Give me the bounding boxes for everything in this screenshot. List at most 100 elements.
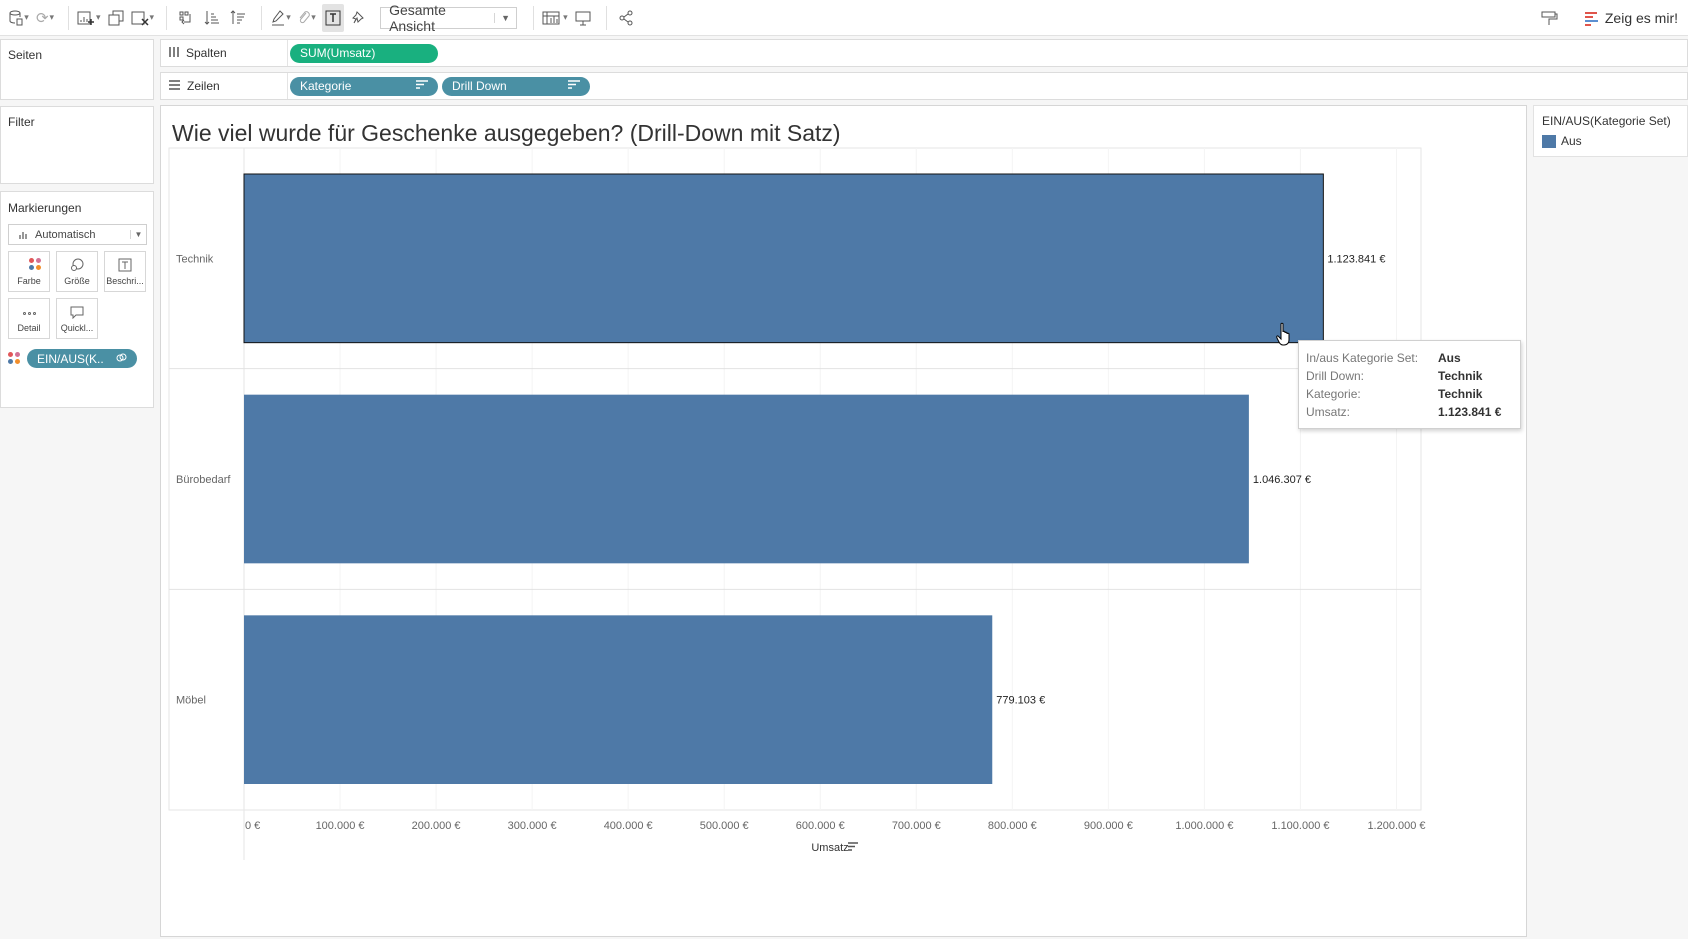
- duplicate-sheet-icon[interactable]: [105, 4, 127, 32]
- show-mark-labels-icon[interactable]: [322, 3, 345, 32]
- drill-down-pill-label: Drill Down: [452, 79, 507, 93]
- bar-value-label: 1.123.841 €: [1327, 253, 1385, 265]
- chevron-down-icon: ▼: [494, 12, 510, 23]
- tooltip-row: Umsatz: 1.123.841 €: [1306, 403, 1513, 421]
- sum-umsatz-pill[interactable]: SUM(Umsatz): [290, 43, 438, 63]
- x-tick-label: 700.000 €: [892, 820, 941, 832]
- bar-chart-icon: [19, 232, 27, 239]
- tooltip-key: Umsatz:: [1306, 405, 1351, 419]
- toolbar: ▾ ⟳ ▾ ▾ ▾ ▾ ▾: [0, 0, 1688, 36]
- x-tick-label: 300.000 €: [508, 820, 557, 832]
- show-me-button[interactable]: Zeig es mir!: [1584, 10, 1678, 26]
- show-me-icon: [1584, 11, 1599, 26]
- text-label-icon: [118, 258, 132, 276]
- clear-sheet-icon[interactable]: ▾: [131, 4, 154, 32]
- format-painter-icon[interactable]: [1539, 4, 1561, 32]
- rows-shelf-label: Zeilen: [161, 73, 288, 99]
- label-mark-button[interactable]: Beschri...: [104, 251, 146, 292]
- sort-icon: [848, 842, 858, 851]
- legend-swatch: [1542, 134, 1556, 148]
- filters-card: Filter: [0, 106, 154, 184]
- row-header-label: Bürobedarf: [176, 474, 231, 486]
- hand-cursor-icon: [1276, 322, 1290, 346]
- detail-mark-button[interactable]: Detail: [8, 298, 50, 339]
- detail-mark-label: Detail: [17, 322, 41, 333]
- sort-ascending-icon[interactable]: [201, 4, 223, 32]
- tooltip-row: Kategorie: Technik: [1306, 385, 1513, 403]
- x-tick-label: 600.000 €: [796, 820, 845, 832]
- bar-chart: 0 € 100.000 € 200.000 € 300.000 € 400.000 € 5…: [168, 147, 1426, 860]
- tooltip-value: Technik: [1438, 369, 1483, 383]
- legend-item-aus[interactable]: Aus: [1534, 134, 1687, 148]
- marks-buttons: Farbe Größe Beschri... Detail: [8, 251, 146, 339]
- color-mark-button[interactable]: Farbe: [8, 251, 50, 292]
- columns-shelf-label: Spalten: [161, 40, 288, 66]
- pages-title: Seiten: [8, 48, 43, 62]
- swap-rows-columns-icon[interactable]: [175, 4, 197, 32]
- toolbar-divider: [533, 5, 535, 30]
- row-header-label: Möbel: [176, 695, 206, 707]
- presentation-mode-icon[interactable]: [572, 4, 594, 32]
- x-tick-label: 1.100.000 €: [1271, 820, 1329, 832]
- rows-shelf[interactable]: Zeilen Kategorie Drill Down: [160, 72, 1688, 100]
- tooltip-value: 1.123.841 €: [1438, 405, 1502, 419]
- toolbar-divider: [68, 5, 69, 30]
- row-header-label: Technik: [176, 253, 214, 265]
- tooltip-mark-button[interactable]: Quickl...: [56, 298, 98, 339]
- tooltip-mark-label: Quickl...: [60, 322, 94, 333]
- marks-title: Markierungen: [8, 201, 82, 215]
- mark-type-label: Automatisch: [35, 228, 96, 241]
- group-members-icon[interactable]: ▾: [296, 4, 318, 32]
- columns-label: Spalten: [186, 46, 227, 60]
- datasource-icon[interactable]: ▾: [8, 4, 30, 32]
- drill-down-pill[interactable]: Drill Down: [442, 76, 590, 96]
- share-icon[interactable]: [615, 4, 637, 32]
- rows-label: Zeilen: [187, 79, 220, 93]
- bar[interactable]: [244, 394, 1249, 564]
- tooltip-key: In/aus Kategorie Set:: [1306, 351, 1419, 365]
- kategorie-pill-label: Kategorie: [300, 79, 352, 93]
- tooltip-icon: [70, 305, 84, 323]
- show-headers-icon[interactable]: ▾: [542, 4, 568, 32]
- highlight-icon[interactable]: ▾: [270, 4, 292, 32]
- bar-value-label: 1.046.307 €: [1253, 474, 1311, 486]
- color-field-pill[interactable]: EIN/AUS(K..: [27, 349, 137, 368]
- x-tick-label: 900.000 €: [1084, 820, 1133, 832]
- x-tick-label: 400.000 €: [604, 820, 653, 832]
- x-tick-label: 0 €: [245, 820, 260, 832]
- toolbar-divider: [166, 5, 168, 30]
- size-mark-button[interactable]: Größe: [56, 251, 98, 292]
- color-icon: [8, 351, 22, 366]
- x-tick-label: 500.000 €: [700, 820, 749, 832]
- columns-shelf[interactable]: Spalten SUM(Umsatz): [160, 39, 1688, 67]
- detail-icon: [22, 305, 36, 323]
- color-field-label: EIN/AUS(K..: [37, 351, 104, 366]
- show-me-label: Zeig es mir!: [1604, 10, 1678, 26]
- new-worksheet-icon[interactable]: ▾: [77, 4, 101, 32]
- tooltip-value: Technik: [1438, 387, 1483, 401]
- tooltip-row: Drill Down: Technik: [1306, 367, 1513, 385]
- x-axis-title: Umsatz: [811, 842, 848, 854]
- marks-card: Markierungen Automatisch ▼ Farbe Größe: [0, 191, 154, 408]
- fit-view-select[interactable]: Gesamte Ansicht ▼: [380, 2, 518, 34]
- worksheet-view: Wie viel wurde für Geschenke ausgegeben?…: [160, 105, 1527, 937]
- color-legend: EIN/AUS(Kategorie Set) Aus: [1533, 105, 1688, 157]
- label-mark-label: Beschri...: [106, 275, 144, 286]
- sort-icon: [416, 80, 428, 92]
- toolbar-divider: [605, 5, 607, 30]
- tooltip-value: Aus: [1438, 351, 1461, 365]
- kategorie-pill[interactable]: Kategorie: [290, 76, 438, 96]
- color-mark-label: Farbe: [17, 275, 41, 286]
- sort-descending-icon[interactable]: [227, 4, 249, 32]
- fix-axes-pin-icon[interactable]: [348, 4, 370, 32]
- refresh-icon[interactable]: ⟳ ▾: [35, 9, 55, 27]
- bar[interactable]: [243, 173, 1324, 344]
- x-tick-label: 1.000.000 €: [1175, 820, 1233, 832]
- sort-icon: [568, 80, 580, 92]
- bar[interactable]: [244, 615, 993, 784]
- mark-tooltip: In/aus Kategorie Set: Aus Drill Down: Te…: [1298, 340, 1521, 429]
- mark-type-select[interactable]: Automatisch ▼: [8, 224, 147, 245]
- chart-title: Wie viel wurde für Geschenke ausgegeben?…: [172, 120, 841, 146]
- x-tick-label: 1.200.000 €: [1367, 820, 1425, 832]
